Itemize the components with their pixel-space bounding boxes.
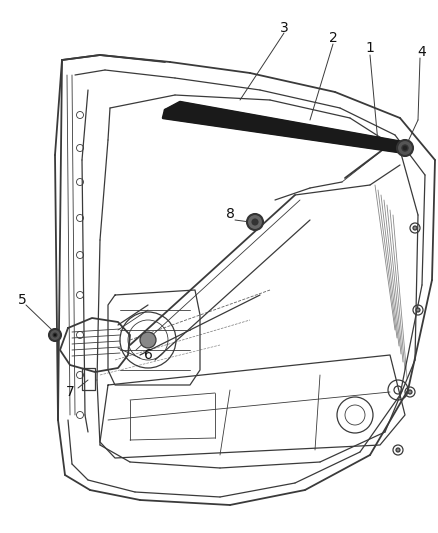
Circle shape (53, 333, 57, 337)
Text: 7: 7 (66, 385, 74, 399)
Text: 8: 8 (226, 207, 234, 221)
Circle shape (140, 332, 156, 348)
Circle shape (397, 140, 413, 156)
Text: 1: 1 (366, 41, 374, 55)
Text: 5: 5 (18, 293, 26, 307)
Polygon shape (163, 102, 408, 153)
Circle shape (408, 390, 412, 394)
Circle shape (416, 308, 420, 312)
Circle shape (396, 448, 400, 452)
Text: 2: 2 (328, 31, 337, 45)
Circle shape (49, 329, 61, 341)
Text: 3: 3 (279, 21, 288, 35)
Circle shape (413, 226, 417, 230)
Circle shape (252, 219, 258, 225)
Text: 4: 4 (417, 45, 426, 59)
Circle shape (402, 145, 408, 151)
Circle shape (247, 214, 263, 230)
Text: 6: 6 (144, 348, 152, 362)
